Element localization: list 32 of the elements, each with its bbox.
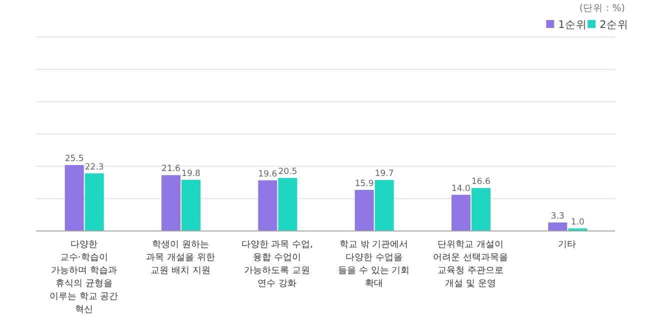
data-label: 14.0 [452,184,470,194]
x-tick-label: 기타 [558,240,576,250]
x-tick-label: 다양한 과목 수업, 융합 수업이 가능하도록 교원 연수 강화 [241,240,313,289]
bar [451,194,470,231]
bar [258,180,278,231]
data-label: 21.6 [162,164,180,174]
data-label: 19.8 [182,168,200,179]
x-tick-label: 학생이 원하는 과목 개설을 위한 교원 배치 지원 [146,240,215,276]
x-tick-label: 다양한 교수·학습이 가능하며 학습과 휴식의 균형을 이루는 학교 공간 혁신 [49,240,118,315]
legend-label: 2순위 [600,19,628,31]
data-label: 22.3 [84,162,104,172]
text: (단위 : %) [579,3,625,14]
bar [471,188,490,231]
data-label: 25.5 [64,154,84,164]
bar [182,180,201,231]
data-label: 20.5 [278,166,298,177]
x-tick-label: 단위학교 개설이 어려운 선택과목을 교육청 주관으로 개설 및 운영 [433,240,508,289]
data-label: 15.9 [354,178,374,189]
bar [84,173,104,231]
data-label: 19.6 [258,169,278,180]
data-label: 1.0 [570,217,584,228]
bar [64,165,84,231]
bar [278,178,298,231]
x-tick-label: 학교 밖 기관에서 다양한 수업을 들을 수 있는 기회 확대 [338,240,410,289]
bar [374,180,394,231]
bar [162,175,181,231]
data-label: 19.7 [374,169,394,180]
bar [354,190,374,231]
data-label: 16.6 [472,177,490,188]
bar [548,222,568,231]
legend-label: 1순위 [558,19,587,31]
data-label: 3.3 [550,211,564,222]
